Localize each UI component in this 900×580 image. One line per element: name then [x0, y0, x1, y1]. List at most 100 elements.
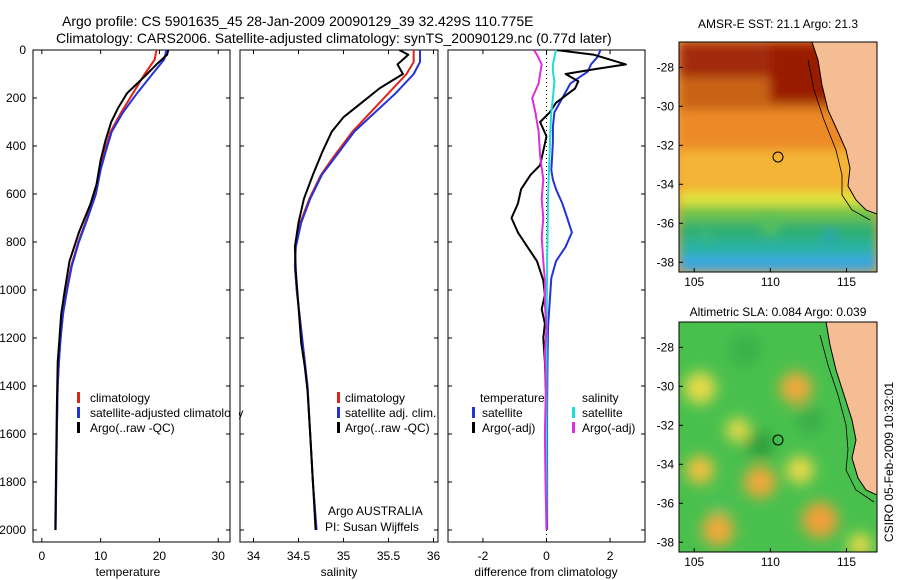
temperature-legend: climatology satellite-adjusted climatolo…	[77, 391, 243, 435]
x-tick-label: 20	[153, 549, 167, 563]
figure-title-line2: Climatology: CARS2006. Satellite-adjuste…	[56, 30, 612, 46]
map-x-tick-label: 115	[837, 555, 856, 569]
difference-series	[510, 50, 627, 531]
x-tick-label: -2	[478, 549, 489, 563]
map-x-tick-label: 105	[684, 555, 704, 569]
series-line-satellite-adj-clim-	[293, 50, 421, 531]
sst-argo-marker	[772, 151, 784, 163]
map-x-tick-label: 115	[837, 275, 856, 289]
series-line-satellite	[546, 50, 602, 530]
salinity-legend: climatology satellite adj. clim. Argo(..…	[337, 391, 436, 435]
x-tick-label: 35	[337, 549, 351, 563]
map-y-tick-label: -30	[657, 99, 675, 113]
sla-map-title: Altimetric SLA: 0.084 Argo: 0.039	[690, 305, 867, 319]
salinity-xlabel: salinity	[321, 565, 358, 579]
legend-swatch-temp-satellite	[472, 407, 475, 418]
depth-tick-label: 0	[19, 43, 26, 57]
map-x-tick-label: 110	[761, 275, 780, 289]
depth-tick-label: 1200	[0, 331, 26, 345]
x-tick-label: 0	[543, 549, 550, 563]
legend-swatch-satellite-sal	[337, 407, 340, 418]
temperature-plot-frame	[32, 49, 231, 543]
legend-swatch-satellite	[77, 407, 80, 418]
series-line-climatology	[293, 50, 415, 531]
depth-tick-label: 1000	[0, 283, 26, 297]
x-tick-label: 30	[212, 549, 226, 563]
sst-map-title: AMSR-E SST: 21.1 Argo: 21.3	[698, 17, 858, 31]
map-y-tick-label: -28	[657, 340, 675, 354]
map-y-tick-label: -38	[657, 535, 675, 549]
depth-tick-label: 400	[6, 139, 26, 153]
map-y-tick-label: -28	[657, 60, 675, 74]
legend-title-temperature: temperature	[480, 391, 545, 405]
legend-label-argo: Argo(..raw -QC)	[90, 421, 175, 435]
temperature-panel: 0 10 20 30 temperature climatology satellit…	[32, 49, 243, 579]
map-y-tick-label: -34	[657, 457, 675, 471]
legend-label-satellite-sal: satellite adj. clim.	[345, 406, 436, 420]
legend-label-sal-argo: Argo(-adj)	[582, 421, 635, 435]
legend-swatch-argo-sal	[337, 422, 340, 433]
legend-label-argo-sal: Argo(..raw -QC)	[345, 421, 430, 435]
map-x-tick-label: 105	[684, 275, 704, 289]
legend-swatch-argo	[77, 422, 80, 433]
legend-label-climatology-sal: climatology	[345, 391, 405, 405]
sla-land	[825, 322, 877, 496]
series-line-argo-adj-	[531, 50, 548, 531]
depth-tick-label: 200	[6, 91, 26, 105]
difference-x-ticks: -2 0 2	[448, 49, 645, 563]
temperature-series	[54, 50, 170, 531]
map-y-tick-label: -32	[657, 138, 675, 152]
series-line-argo-adj-	[510, 50, 627, 530]
legend-swatch-climatology-sal	[337, 392, 340, 403]
figure-title-line1: Argo profile: CS 5901635_45 28-Jan-2009 …	[62, 13, 533, 29]
difference-xlabel: difference from climatology	[474, 565, 617, 579]
depth-tick-label: 800	[6, 235, 26, 249]
sst-land	[811, 42, 877, 215]
sla-map-ticks: 105 110 115 -28 -30 -32 -34 -36 -38	[657, 340, 857, 569]
series-line-argo-raw-qc-	[54, 50, 170, 531]
map-y-tick-label: -34	[657, 177, 675, 191]
map-y-tick-label: -32	[657, 418, 675, 432]
series-line-argo-raw-qc-	[293, 50, 410, 531]
map-y-tick-label: -36	[657, 216, 675, 230]
footer-pi: PI: Susan Wijffels	[325, 520, 419, 534]
legend-label-satellite: satellite-adjusted climatology	[90, 406, 243, 420]
salinity-x-ticks: 34 34.5 35 35.5 36	[240, 49, 441, 563]
sla-field	[679, 322, 877, 552]
sst-field	[679, 42, 877, 272]
map-x-tick-label: 110	[761, 555, 780, 569]
x-tick-label: 0	[38, 549, 45, 563]
legend-label-climatology: climatology	[90, 391, 150, 405]
difference-panel: -2 0 2 difference from climatology tempera…	[447, 49, 646, 579]
sla-map-frame	[678, 321, 878, 553]
difference-legend: temperature satellite Argo(-adj) salinit…	[472, 391, 635, 435]
legend-label-temp-satellite: satellite	[482, 406, 523, 420]
legend-swatch-climatology	[77, 392, 80, 403]
depth-tick-label: 2000	[0, 523, 26, 537]
legend-swatch-temp-argo	[472, 422, 475, 433]
legend-swatch-sal-argo	[572, 422, 575, 433]
x-tick-label: 35.5	[377, 549, 401, 563]
temperature-x-ticks: 0 10 20 30	[33, 49, 230, 563]
x-tick-label: 34	[247, 549, 261, 563]
map-y-tick-label: -36	[657, 496, 675, 510]
depth-tick-label: 1800	[0, 475, 26, 489]
depth-tick-label: 600	[6, 187, 26, 201]
sla-map: Altimetric SLA: 0.084 Argo: 0.039	[657, 305, 878, 569]
x-tick-label: 34.5	[287, 549, 311, 563]
temperature-xlabel: temperature	[96, 565, 161, 579]
legend-swatch-sal-satellite	[572, 407, 575, 418]
salinity-series	[293, 50, 421, 531]
depth-axis: 0 200 400 600 800 1000 1200 1400 1600 1800 2000	[0, 43, 26, 537]
sla-argo-marker	[772, 434, 784, 446]
x-tick-label: 36	[427, 549, 441, 563]
sst-map-frame	[678, 41, 878, 273]
x-tick-label: 10	[94, 549, 108, 563]
depth-tick-label: 1600	[0, 427, 26, 441]
sst-map-ticks: 105 110 115 -28 -30 -32 -34 -36 -38	[657, 60, 857, 289]
legend-label-temp-argo: Argo(-adj)	[482, 421, 535, 435]
footer-program: Argo AUSTRALIA	[328, 504, 423, 518]
sst-map: AMSR-E SST: 21.1 Argo: 21.3	[657, 17, 878, 289]
map-y-tick-label: -38	[657, 255, 675, 269]
